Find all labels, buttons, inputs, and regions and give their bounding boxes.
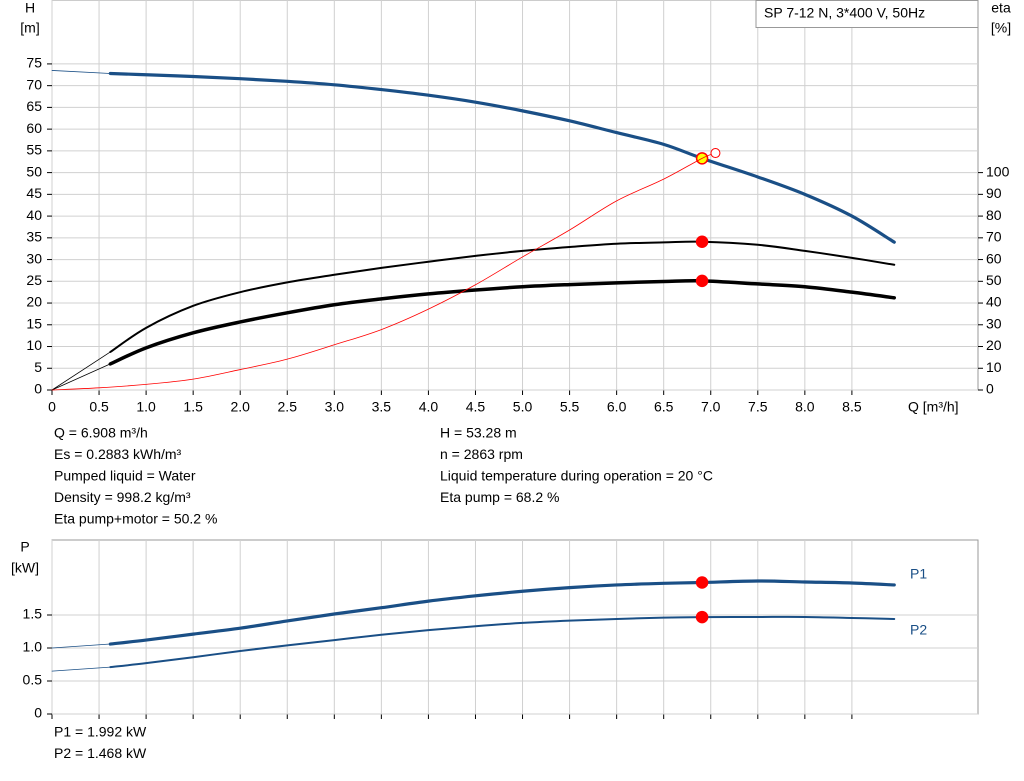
y-tick-label: 40 xyxy=(26,207,42,223)
x-tick-label: 2.0 xyxy=(230,399,250,415)
y2-tick-label: 100 xyxy=(986,163,1010,179)
y2-tick-label: 60 xyxy=(986,250,1002,266)
x-tick-label: 1.0 xyxy=(136,399,156,415)
y-tick-label: 10 xyxy=(26,337,42,353)
x-tick-label: 1.5 xyxy=(183,399,203,415)
y2-tick-label: 50 xyxy=(986,272,1002,288)
info-text: Q = 6.908 m³/h xyxy=(54,425,148,441)
curve xyxy=(51,152,716,391)
y-tick-label: 65 xyxy=(26,98,42,114)
y-tick-label: 55 xyxy=(26,142,42,158)
y2-axis-unit: [%] xyxy=(991,20,1011,36)
y2-tick-label: 80 xyxy=(986,207,1002,223)
x-tick-label: 5.5 xyxy=(560,399,580,415)
info-text: Density = 998.2 kg/m³ xyxy=(54,489,191,505)
series-label: P2 xyxy=(910,622,927,638)
curve xyxy=(51,643,111,649)
y-axis-unit: [kW] xyxy=(11,560,39,576)
info-text: Eta pump = 68.2 % xyxy=(440,489,559,505)
curve xyxy=(109,240,896,353)
y-tick-label: 0.5 xyxy=(23,672,43,688)
info-text: n = 2863 rpm xyxy=(440,446,523,462)
x-tick-label: 3.0 xyxy=(325,399,345,415)
curve xyxy=(51,70,111,74)
x-tick-label: 6.0 xyxy=(607,399,627,415)
y-tick-label: 25 xyxy=(26,272,42,288)
x-tick-label: 8.5 xyxy=(842,399,862,415)
info-text: Eta pump+motor = 50.2 % xyxy=(54,511,217,527)
duty-point xyxy=(695,235,709,248)
y-axis-label: H xyxy=(25,0,35,16)
x-axis-label: Q [m³/h] xyxy=(908,399,959,415)
info-text: H = 53.28 m xyxy=(440,425,517,441)
info-text: P1 = 1.992 kW xyxy=(54,724,147,740)
x-tick-label: 3.5 xyxy=(372,399,392,415)
x-tick-label: 4.0 xyxy=(419,399,439,415)
y-tick-label: 50 xyxy=(26,163,42,179)
y-axis-unit: [m] xyxy=(20,20,39,36)
plot-area xyxy=(51,539,979,715)
curve xyxy=(51,666,111,672)
duty-point xyxy=(695,610,709,624)
y-tick-label: 35 xyxy=(26,229,42,245)
y-tick-label: 0 xyxy=(34,705,42,721)
y2-tick-label: 40 xyxy=(986,294,1002,310)
info-text: P2 = 1.468 kW xyxy=(54,745,147,761)
title-box xyxy=(755,0,979,28)
chart-title: SP 7-12 N, 3*400 V, 50Hz xyxy=(764,5,925,21)
x-tick-label: 2.5 xyxy=(278,399,298,415)
x-tick-label: 4.5 xyxy=(466,399,486,415)
x-tick-label: 6.5 xyxy=(654,399,674,415)
y-tick-label: 70 xyxy=(26,76,42,92)
y-tick-label: 15 xyxy=(26,315,42,331)
curve xyxy=(108,279,896,366)
curve xyxy=(108,579,896,646)
y2-tick-label: 20 xyxy=(986,337,1002,353)
y2-tick-label: 70 xyxy=(986,229,1002,245)
x-tick-label: 0 xyxy=(48,399,56,415)
y-tick-label: 1.0 xyxy=(23,639,43,655)
y-axis-label: P xyxy=(20,539,29,555)
y-tick-label: 45 xyxy=(26,185,42,201)
y-tick-label: 5 xyxy=(34,359,42,375)
curve xyxy=(51,363,111,391)
y-tick-label: 75 xyxy=(26,55,42,71)
duty-point xyxy=(695,576,709,589)
x-tick-label: 5.0 xyxy=(513,399,533,415)
curve xyxy=(108,71,896,244)
y-tick-label: 0 xyxy=(34,381,42,397)
y2-axis-label: eta xyxy=(991,0,1011,16)
duty-point xyxy=(695,274,709,288)
y2-tick-label: 30 xyxy=(986,315,1002,331)
x-tick-label: 8.0 xyxy=(795,399,815,415)
y-tick-label: 20 xyxy=(26,294,42,310)
x-tick-label: 7.0 xyxy=(701,399,721,415)
y2-tick-label: 90 xyxy=(986,185,1002,201)
plot-area xyxy=(51,0,979,391)
y-tick-label: 1.5 xyxy=(23,606,43,622)
y-tick-label: 60 xyxy=(26,120,42,136)
info-text: Pumped liquid = Water xyxy=(54,468,196,484)
y2-tick-label: 0 xyxy=(986,381,994,397)
info-text: Es = 0.2883 kWh/m³ xyxy=(54,446,182,462)
series-label: P1 xyxy=(910,566,927,582)
end-point xyxy=(710,148,721,159)
y-tick-label: 30 xyxy=(26,250,42,266)
curve xyxy=(51,351,111,391)
curve xyxy=(109,615,896,669)
info-text: Liquid temperature during operation = 20… xyxy=(440,468,713,484)
y2-tick-label: 10 xyxy=(986,359,1002,375)
x-tick-label: 7.5 xyxy=(748,399,768,415)
x-tick-label: 0.5 xyxy=(89,399,109,415)
